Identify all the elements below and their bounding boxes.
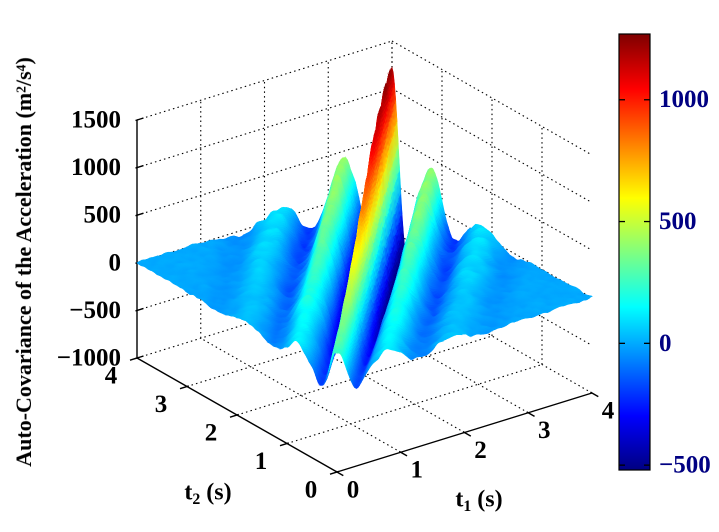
z-axis-label: Auto-Covariance of the Acceleration (m2/… <box>11 57 36 467</box>
x-axis-label: t1 (s) <box>455 486 503 515</box>
y-axis-label: t2 (s) <box>184 479 232 508</box>
